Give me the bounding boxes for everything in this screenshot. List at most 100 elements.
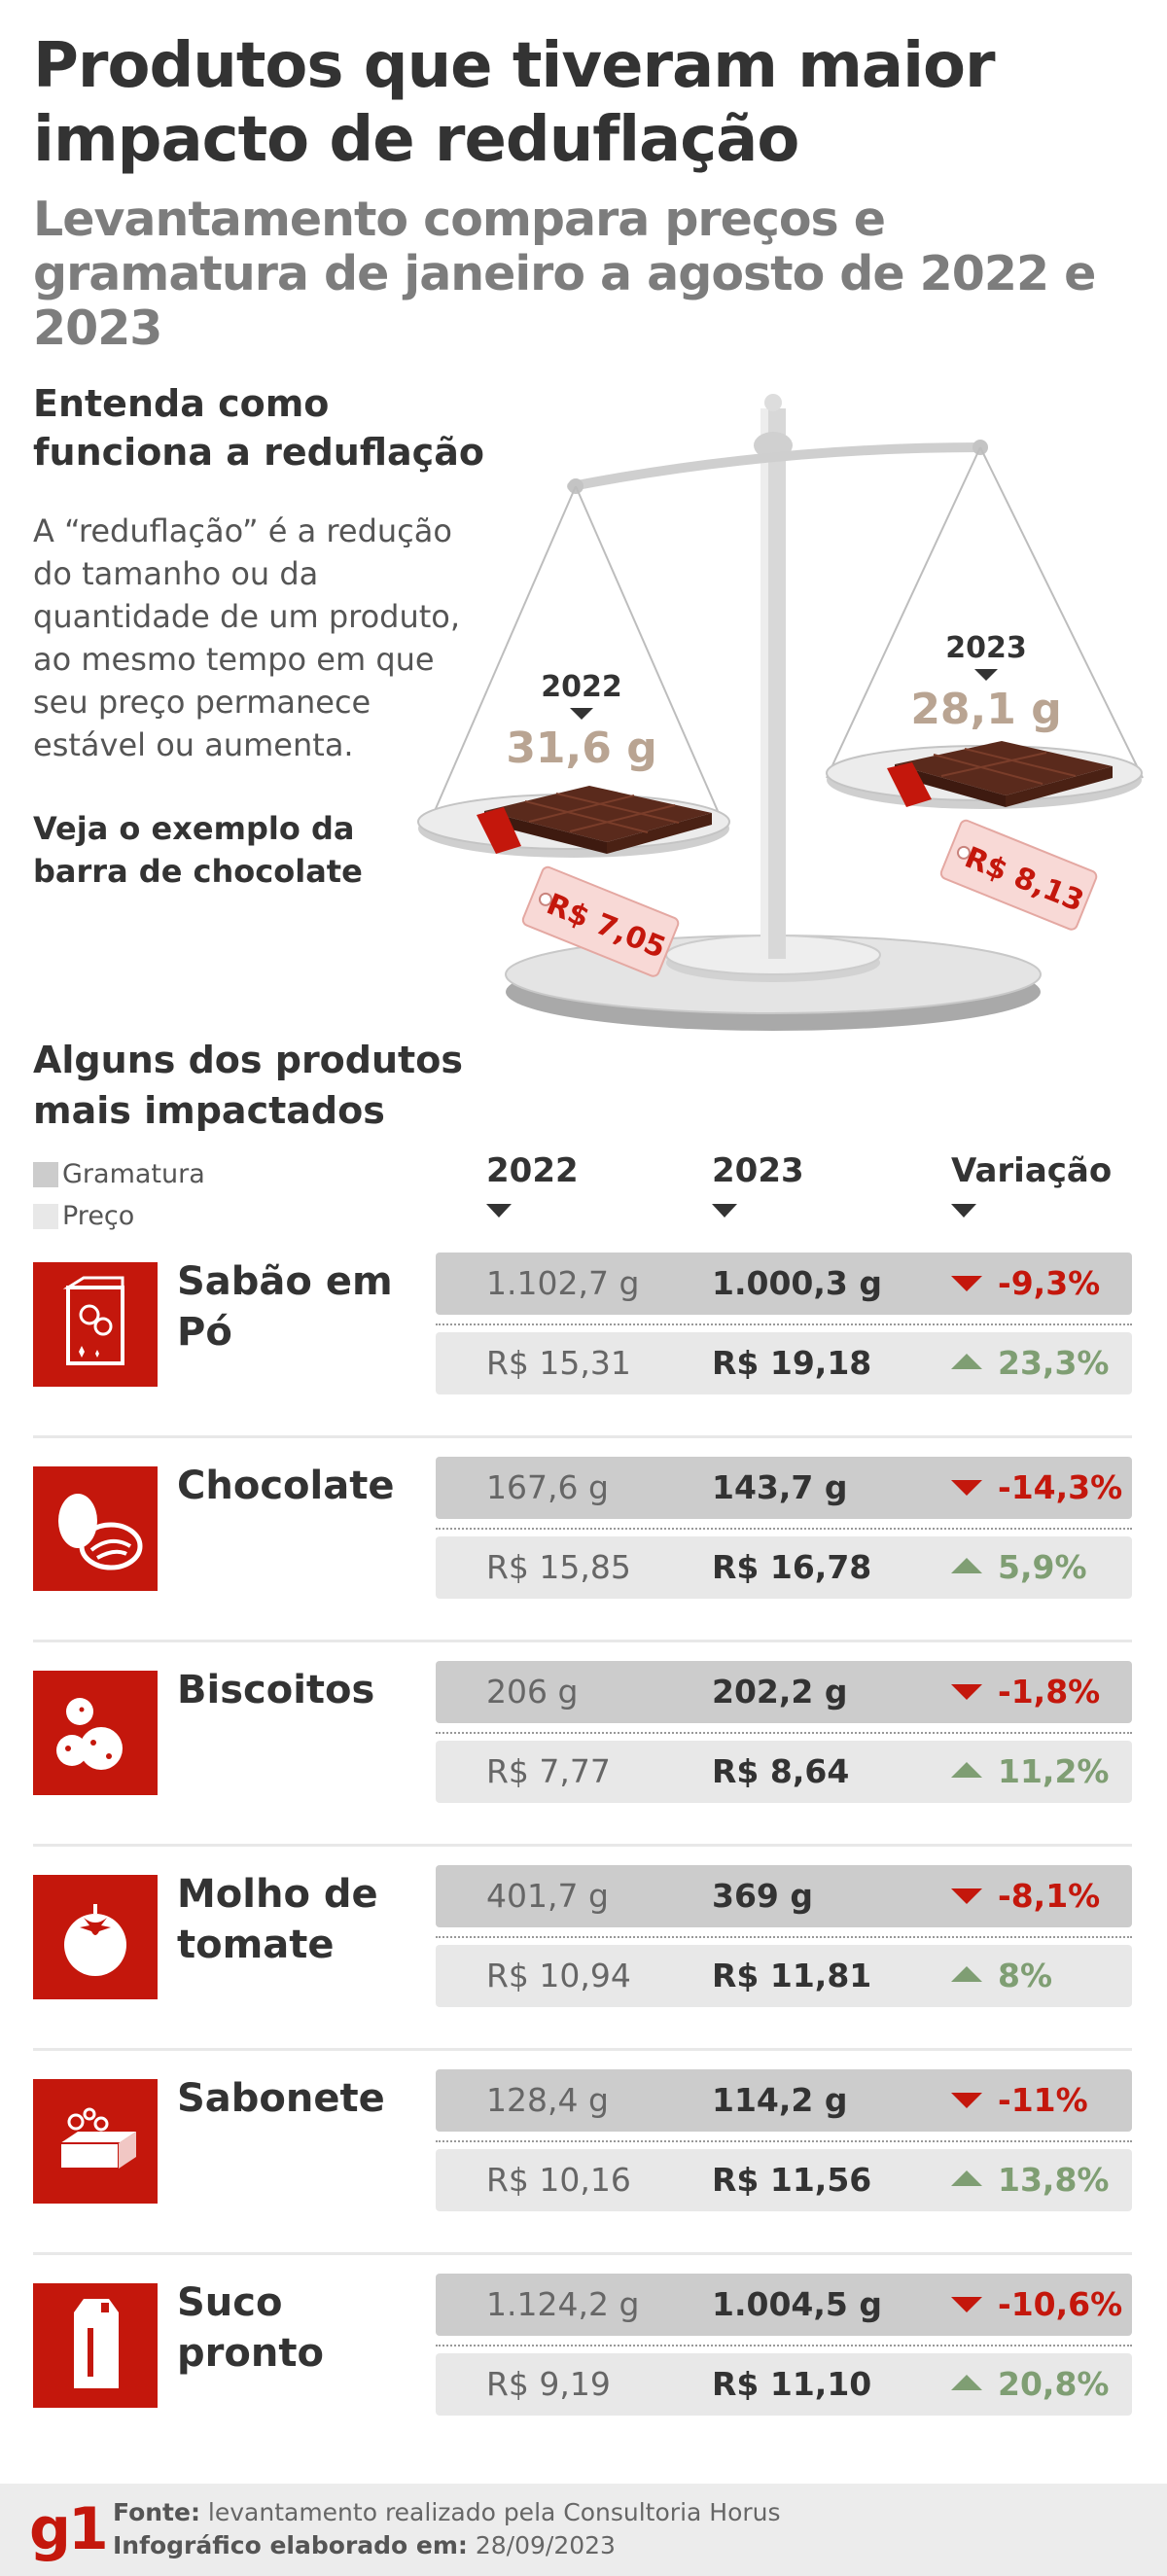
weight-2022-value: 206 g (486, 1673, 579, 1711)
weight-variation-value: -10,6% (998, 2285, 1123, 2323)
decrease-arrow-icon (951, 2093, 982, 2108)
price-2023-value: R$ 11,10 (712, 2365, 872, 2403)
column-header-2023: 2023 (712, 1151, 804, 1217)
footer-source-label: Fonte: (113, 2498, 200, 2526)
weight-variation-value: -11% (998, 2081, 1088, 2119)
scale-right-pointer (974, 669, 998, 681)
weight-2022-value: 128,4 g (486, 2081, 609, 2119)
products-section-title: Alguns dos produtos mais impactados (33, 1039, 463, 1132)
cookies-icon (33, 1671, 158, 1795)
weight-2023-value: 369 g (712, 1877, 813, 1915)
juice-carton-icon (33, 2283, 158, 2408)
row-separator (33, 1844, 1132, 1847)
price-2023-value: R$ 11,56 (712, 2161, 872, 2199)
increase-arrow-icon (951, 2170, 982, 2186)
increase-arrow-icon (951, 1762, 982, 1778)
price-bar: R$ 10,16 R$ 11,56 13,8% (436, 2149, 1132, 2211)
price-bar: R$ 10,94 R$ 11,81 8% (436, 1945, 1132, 2007)
decrease-arrow-icon (951, 2297, 982, 2312)
price-2023-value: R$ 8,64 (712, 1752, 850, 1790)
price-variation-value: 23,3% (998, 1344, 1110, 1382)
product-row: Chocolate 167,6 g 143,7 g -14,3% R$ 15,85 R$ … (0, 1435, 1167, 1661)
weight-2023-value: 114,2 g (712, 2081, 848, 2119)
legend: Gramatura Preço (33, 1153, 205, 1237)
footer-date-text: 28/09/2023 (475, 2531, 616, 2559)
footer-source-text: levantamento realizado pela Consultoria … (207, 2498, 781, 2526)
price-2022-value: R$ 15,85 (486, 1548, 631, 1586)
price-2023-value: R$ 11,81 (712, 1957, 872, 1994)
legend-price: Preço (33, 1195, 205, 1237)
weight-bar: 401,7 g 369 g -8,1% (436, 1865, 1132, 1927)
legend-price-swatch (33, 1203, 58, 1229)
price-2022-value: R$ 10,16 (486, 2161, 631, 2199)
weight-bar: 206 g 202,2 g -1,8% (436, 1661, 1132, 1723)
weight-2022-value: 1.102,7 g (486, 1264, 640, 1302)
increase-arrow-icon (951, 2375, 982, 2390)
footer-date-label: Infográfico elaborado em: (113, 2531, 468, 2559)
row-separator (33, 2048, 1132, 2051)
price-variation-value: 5,9% (998, 1548, 1087, 1586)
decrease-arrow-icon (951, 1888, 982, 1904)
scale-left-weight: 31,6 g (506, 723, 656, 773)
product-name: Biscoitos (177, 1668, 375, 1712)
scale-right-year: 2023 (945, 631, 1027, 665)
weight-2022-value: 401,7 g (486, 1877, 609, 1915)
weight-bar: 1.102,7 g 1.000,3 g -9,3% (436, 1253, 1132, 1315)
scale-right-weight: 28,1 g (910, 685, 1061, 734)
price-2022-value: R$ 15,31 (486, 1344, 631, 1382)
row-separator (33, 2252, 1132, 2255)
product-name: Sabonete (177, 2076, 385, 2121)
row-dotted-divider (436, 1528, 1132, 1530)
price-variation-value: 20,8% (998, 2365, 1110, 2403)
price-variation-value: 13,8% (998, 2161, 1110, 2199)
weight-bar: 167,6 g 143,7 g -14,3% (436, 1457, 1132, 1519)
column-header-variation: Variação (951, 1151, 1112, 1217)
weight-2023-value: 143,7 g (712, 1468, 848, 1506)
product-row: Biscoitos 206 g 202,2 g -1,8% R$ 7,77 R$ 8,64… (0, 1640, 1167, 1865)
increase-arrow-icon (951, 1966, 982, 1982)
row-dotted-divider (436, 1936, 1132, 1938)
column-header-variation-arrow (951, 1204, 976, 1217)
product-name: Molho de tomate (177, 1872, 378, 1967)
explainer-example: Veja o exemplo da barra de chocolate (33, 810, 363, 890)
balance-scale-illustration: R$ 7,05 R$ 8,13 2022 31,6 g 2023 28,1 g (417, 394, 1144, 1031)
product-name: Suco pronto (177, 2280, 324, 2376)
price-2023-value: R$ 19,18 (712, 1344, 872, 1382)
increase-arrow-icon (951, 1354, 982, 1369)
column-header-variation-label: Variação (951, 1151, 1113, 1190)
footer-source: Fonte: levantamento realizado pela Consu… (113, 2497, 781, 2528)
weight-2023-value: 202,2 g (712, 1673, 848, 1711)
price-2023-value: R$ 16,78 (712, 1548, 872, 1586)
soap-bar-icon (33, 2079, 158, 2204)
row-separator (33, 1435, 1132, 1438)
decrease-arrow-icon (951, 1480, 982, 1496)
g1-logo: g1 (29, 2495, 109, 2563)
scale-left-pointer (570, 708, 593, 720)
product-name: Chocolate (177, 1464, 395, 1508)
product-row: Sabão em Pó 1.102,7 g 1.000,3 g -9,3% R$ 15,… (0, 1253, 1167, 1457)
row-dotted-divider (436, 2345, 1132, 2347)
column-header-2023-label: 2023 (712, 1151, 804, 1190)
product-row: Sabonete 128,4 g 114,2 g -11% R$ 10,16 R$ 11,… (0, 2048, 1167, 2274)
price-2022-value: R$ 10,94 (486, 1957, 631, 1994)
page-title: Produtos que tiveram maior impacto de re… (33, 30, 996, 176)
row-dotted-divider (436, 1732, 1132, 1734)
row-dotted-divider (436, 2140, 1132, 2142)
product-row: Suco pronto 1.124,2 g 1.004,5 g -10,6% R$ 9,… (0, 2252, 1167, 2478)
explainer-title: Entenda como funciona a reduflação (33, 382, 484, 474)
product-row: Molho de tomate 401,7 g 369 g -8,1% R$ 10,94… (0, 1844, 1167, 2069)
column-header-2023-arrow (712, 1204, 737, 1217)
weight-variation-value: -1,8% (998, 1673, 1101, 1711)
row-separator (33, 1640, 1132, 1642)
weight-variation-value: -14,3% (998, 1468, 1123, 1506)
weight-bar: 128,4 g 114,2 g -11% (436, 2069, 1132, 2132)
price-variation-value: 8% (998, 1957, 1053, 1994)
legend-weight-label: Gramatura (62, 1159, 205, 1189)
legend-weight-swatch (33, 1161, 58, 1187)
increase-arrow-icon (951, 1558, 982, 1573)
row-dotted-divider (436, 1323, 1132, 1325)
footer: g1 Fonte: levantamento realizado pela Co… (0, 2484, 1167, 2576)
tomato-icon (33, 1875, 158, 1999)
footer-date: Infográfico elaborado em: 28/09/2023 (113, 2530, 616, 2561)
page-subtitle: Levantamento compara preços e gramatura … (33, 192, 1096, 356)
